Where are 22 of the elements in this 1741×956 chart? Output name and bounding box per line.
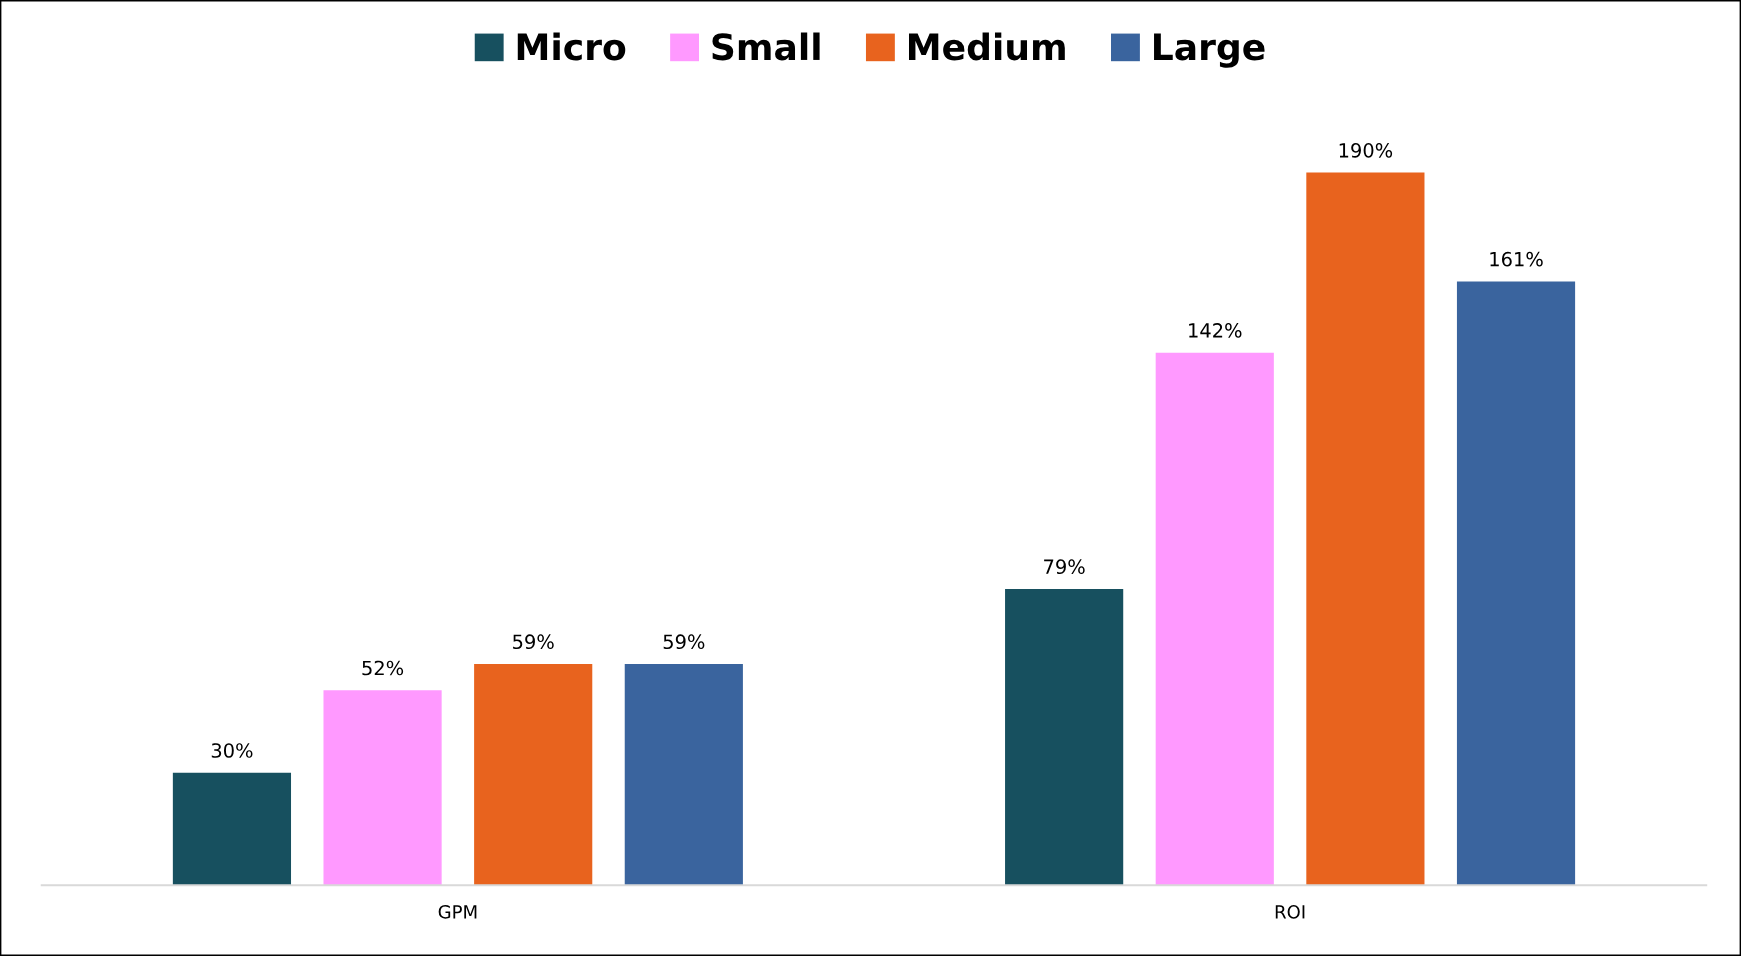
data-label: 30% [211, 743, 253, 758]
x-tick-label: ROI [1275, 905, 1305, 919]
data-label: 190% [1339, 143, 1393, 158]
legend-label: Small [712, 32, 820, 61]
bar [1456, 281, 1576, 886]
legend-label: Medium [909, 32, 1065, 61]
bar [474, 663, 593, 886]
bar [1306, 172, 1425, 886]
legend-label: Large [1154, 33, 1265, 68]
data-label: 161% [1490, 251, 1543, 267]
bar [172, 772, 292, 886]
bar [1155, 352, 1274, 886]
data-label: 52% [362, 660, 404, 676]
bar [624, 663, 743, 886]
x-tick-label: GPM [438, 905, 477, 919]
data-label: 59% [663, 634, 705, 650]
data-label: 142% [1189, 323, 1242, 338]
bar [323, 690, 442, 886]
bar [1005, 588, 1124, 886]
data-label: 79% [1044, 559, 1085, 575]
data-label: 59% [513, 634, 554, 650]
legend-label: Micro [517, 32, 626, 61]
